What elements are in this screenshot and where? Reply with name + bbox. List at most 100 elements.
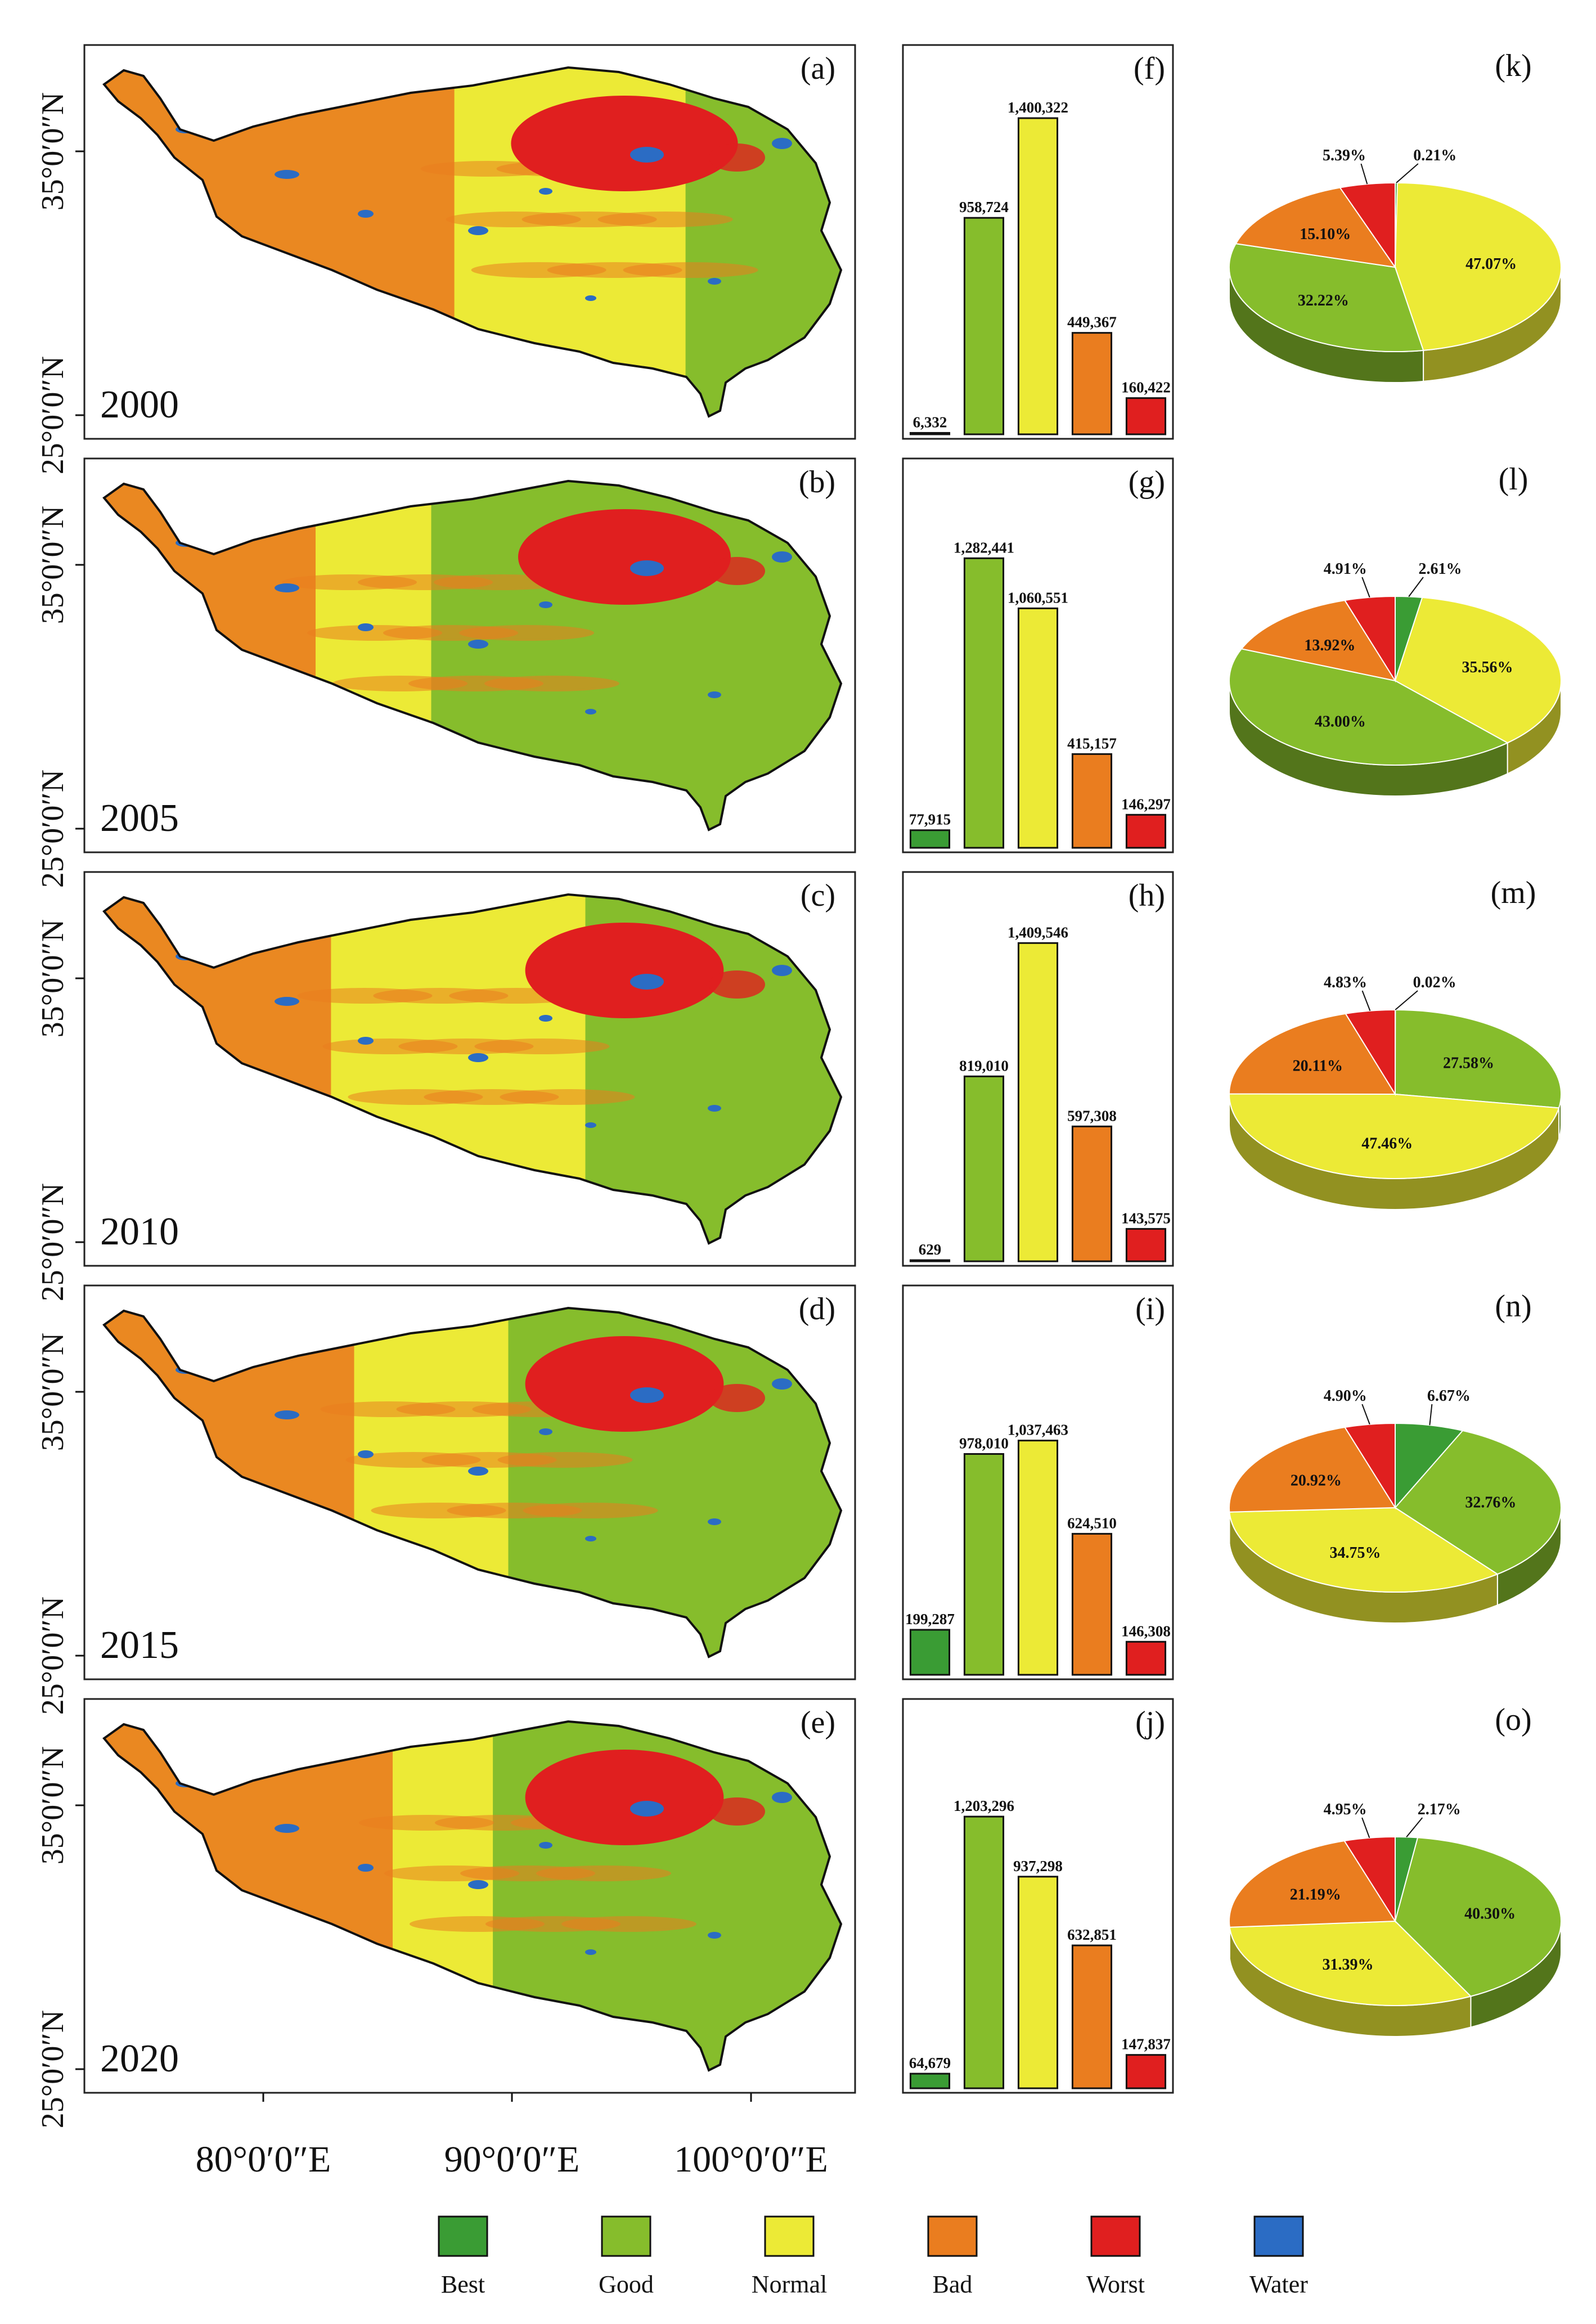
lat-label: 25°0′0″N bbox=[35, 356, 70, 474]
bar-value-label: 978,010 bbox=[959, 1435, 1009, 1451]
map-water-body bbox=[275, 1824, 299, 1833]
map-water-body bbox=[275, 1410, 299, 1419]
pie-value-label: 20.11% bbox=[1293, 1057, 1343, 1075]
pie-leader-line bbox=[1361, 577, 1370, 598]
map-axis-labels: 35°0′0″N 25°0′0″N 35°0′0″N 25°0′0″N 35°0′0″N… bbox=[35, 92, 828, 2180]
pie-panel: (l) 2.61% 35.56% 43.00% 13.92% 4.91% bbox=[1228, 462, 1562, 797]
map-patch-bad bbox=[561, 1916, 696, 1932]
map-patch-bad bbox=[474, 1039, 610, 1054]
map-zone-worst bbox=[709, 1797, 765, 1826]
map-water-body bbox=[772, 1378, 792, 1390]
pie-slice-worst bbox=[1343, 1422, 1396, 1510]
map-water-body bbox=[630, 1387, 664, 1403]
pie-value-label: 40.30% bbox=[1464, 1905, 1516, 1922]
map-panel-label: (a) bbox=[801, 51, 835, 86]
bar-value-label: 160,422 bbox=[1121, 379, 1171, 396]
pie-value-label: 5.39% bbox=[1323, 147, 1366, 164]
pie-panel: (m) 0.02% 27.58% 47.46% 20.11% 4.83% bbox=[1228, 875, 1562, 1210]
map-water-body bbox=[772, 138, 792, 149]
bar-value-label: 937,298 bbox=[1013, 1858, 1063, 1875]
bar-value-label: 1,400,322 bbox=[1008, 99, 1068, 116]
map-water-body bbox=[539, 1428, 552, 1435]
map-water-body bbox=[630, 560, 664, 576]
bar-best bbox=[909, 1629, 951, 1676]
lat-label: 25°0′0″N bbox=[35, 770, 70, 888]
map-water-body bbox=[772, 965, 792, 976]
bar-normal bbox=[1017, 1876, 1059, 2089]
pie-slice-normal bbox=[1394, 182, 1562, 351]
plateau-outline bbox=[102, 479, 843, 831]
map-water-body bbox=[772, 551, 792, 563]
pie-panel-label: (m) bbox=[1491, 875, 1536, 910]
pie-slice-bad bbox=[1235, 187, 1397, 268]
bar-worst bbox=[1125, 1228, 1167, 1262]
map-water-body bbox=[585, 1536, 596, 1541]
bar-value-label: 449,367 bbox=[1067, 314, 1117, 331]
legend: Best Good Normal Bad Worst Water bbox=[438, 2215, 1308, 2298]
map-water-body bbox=[630, 147, 664, 163]
bar-worst bbox=[1125, 2054, 1167, 2089]
legend-swatch-good bbox=[601, 2215, 651, 2257]
bar-worst bbox=[1125, 1640, 1167, 1676]
map-zone-worst bbox=[709, 1384, 765, 1412]
bar-value-label: 64,679 bbox=[909, 2055, 951, 2071]
lat-label: 35°0′0″N bbox=[35, 1333, 70, 1451]
map-zone-worst bbox=[709, 143, 765, 172]
pie-slice-bad bbox=[1229, 1840, 1396, 1928]
bar-value-label: 1,282,441 bbox=[954, 539, 1014, 556]
bar-value-label: 199,287 bbox=[905, 1611, 955, 1628]
map-zone-worst bbox=[525, 923, 724, 1018]
legend-item-water: Water bbox=[1249, 2215, 1308, 2298]
map-year-label: 2020 bbox=[100, 2037, 179, 2080]
bar-panel-label: (j) bbox=[1135, 1705, 1165, 1740]
map-panel-label: (b) bbox=[799, 465, 835, 500]
bar-value-label: 632,851 bbox=[1067, 1926, 1117, 1943]
bar-value-label: 146,308 bbox=[1121, 1622, 1171, 1639]
pie-value-label: 34.75% bbox=[1330, 1544, 1381, 1562]
bar-worst bbox=[1125, 813, 1167, 849]
bar-value-label: 624,510 bbox=[1067, 1514, 1117, 1531]
map-year-label: 2005 bbox=[100, 797, 179, 840]
bar-value-label: 597,308 bbox=[1067, 1107, 1117, 1124]
pie-slice-worst bbox=[1345, 1009, 1396, 1096]
bar-value-label: 1,409,546 bbox=[1008, 924, 1068, 941]
bar-value-label: 1,037,463 bbox=[1008, 1422, 1068, 1439]
map-panel-2015: 2015 (d) bbox=[83, 1284, 856, 1680]
map-water-body bbox=[275, 170, 299, 179]
plateau-outline bbox=[102, 1306, 843, 1658]
map-water-body bbox=[468, 1880, 488, 1889]
pie-value-label: 2.17% bbox=[1418, 1801, 1461, 1818]
pie-value-label: 20.92% bbox=[1291, 1472, 1342, 1489]
bar-value-label: 819,010 bbox=[959, 1057, 1009, 1074]
pie-panel-label: (k) bbox=[1495, 48, 1531, 83]
pie-leader-line bbox=[1395, 990, 1418, 1010]
map-water-body bbox=[358, 210, 374, 218]
bar-value-label: 146,297 bbox=[1121, 795, 1171, 812]
pie-slice-best bbox=[1395, 1422, 1464, 1509]
bar-value-label: 1,203,296 bbox=[954, 1797, 1014, 1814]
bar-value-label: 1,060,551 bbox=[1008, 589, 1068, 606]
lat-label: 35°0′0″N bbox=[35, 92, 70, 210]
map-water-body bbox=[468, 1053, 488, 1062]
pie-value-label: 4.83% bbox=[1324, 974, 1367, 991]
pie-value-label: 4.91% bbox=[1324, 560, 1367, 578]
map-water-body bbox=[539, 1015, 552, 1022]
map-water-body bbox=[708, 1518, 721, 1525]
pie-leader-line bbox=[1408, 577, 1424, 597]
pie-value-label: 32.76% bbox=[1465, 1494, 1516, 1511]
map-zone-worst bbox=[518, 509, 731, 605]
bar-value-label: 415,157 bbox=[1067, 735, 1117, 752]
map-water-body bbox=[708, 691, 721, 698]
map-patch-bad bbox=[500, 1089, 635, 1105]
pie-slice-bad bbox=[1228, 1013, 1396, 1095]
bar-panel-label: (f) bbox=[1134, 51, 1165, 86]
pie-value-label: 47.07% bbox=[1465, 255, 1517, 273]
map-water-body bbox=[468, 1467, 488, 1476]
lon-label: 80°0′0″E bbox=[196, 2139, 331, 2180]
bar-panel: (j) 64,679 1,203,296 937,298 632,851 147,837 bbox=[902, 1698, 1174, 2094]
legend-label: Water bbox=[1249, 2271, 1308, 2298]
plateau-outline bbox=[102, 66, 843, 418]
map-water-body bbox=[468, 640, 488, 649]
pie-leader-line bbox=[1361, 990, 1371, 1012]
